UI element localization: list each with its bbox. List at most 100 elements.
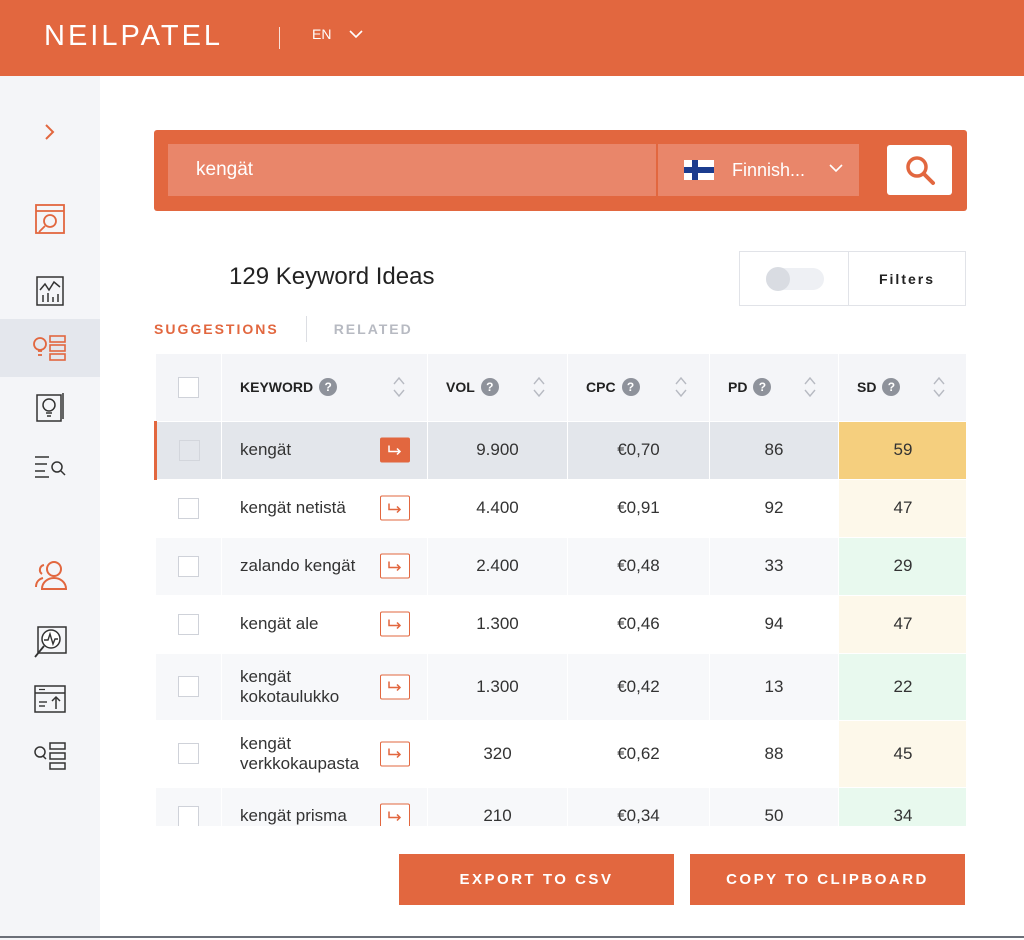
keyword-text[interactable]: kengät verkkokaupasta xyxy=(240,733,360,773)
sort-icon[interactable] xyxy=(933,376,945,398)
table-row[interactable]: kengät kokotaulukko 1.300 €0,42 13 22 xyxy=(155,653,966,721)
keyword-ideas-count: 129 Keyword Ideas xyxy=(229,263,435,290)
cpc-cell: €0,62 xyxy=(567,720,710,788)
vol-cell: 210 xyxy=(427,787,568,826)
sort-icon[interactable] xyxy=(533,376,545,398)
tab-related[interactable]: RELATED xyxy=(333,321,413,337)
table-row[interactable]: zalando kengät 2.400 €0,48 33 29 xyxy=(155,537,966,596)
keyword-text[interactable]: kengät kokotaulukko xyxy=(240,666,340,706)
keyword-text[interactable]: kengät xyxy=(240,440,292,459)
open-keyword-button[interactable] xyxy=(380,741,410,766)
column-header-pd[interactable]: PD? xyxy=(709,354,839,422)
row-select-cell xyxy=(155,537,222,596)
logo[interactable]: NEILPATEL xyxy=(44,20,224,52)
column-label: SD xyxy=(857,379,877,396)
sidebar-item-rank-tracker[interactable] xyxy=(0,674,100,724)
sidebar-item-site-audit[interactable] xyxy=(0,194,100,244)
keyword-ideas-icon xyxy=(33,335,66,361)
content-ideas-icon xyxy=(36,393,64,422)
sidebar-item-users[interactable] xyxy=(0,550,100,600)
pd-cell: 50 xyxy=(709,787,839,826)
vol-cell: 9.900 xyxy=(427,421,568,480)
row-select-cell xyxy=(155,653,222,721)
sidebar-item-keyword-search[interactable] xyxy=(0,441,100,491)
cpc-cell: €0,42 xyxy=(567,653,710,721)
keyword-text[interactable]: kengät netistä xyxy=(240,498,346,517)
column-header-keyword[interactable]: KEYWORD? xyxy=(221,354,428,422)
seo-analyzer-icon xyxy=(34,626,67,658)
keyword-search-input[interactable]: kengät xyxy=(168,144,656,196)
arrow-right-icon xyxy=(388,681,402,692)
open-keyword-button[interactable] xyxy=(380,611,410,637)
table-row[interactable]: kengät verkkokaupasta 320 €0,62 88 45 xyxy=(155,720,966,788)
sidebar-item-content-ideas[interactable] xyxy=(0,382,100,432)
row-select-cell xyxy=(154,421,222,480)
help-icon[interactable]: ? xyxy=(319,378,338,397)
sidebar-item-list-search[interactable] xyxy=(0,731,100,781)
keyword-cell: kengät xyxy=(221,421,428,480)
copy-clipboard-button[interactable]: COPY TO CLIPBOARD xyxy=(690,854,965,905)
help-icon[interactable]: ? xyxy=(480,378,499,397)
search-button[interactable] xyxy=(887,145,952,195)
table-row[interactable]: kengät prisma 210 €0,34 50 34 xyxy=(155,787,966,826)
open-keyword-button[interactable] xyxy=(380,803,410,826)
row-checkbox[interactable] xyxy=(177,555,199,577)
arrow-right-icon xyxy=(388,561,402,571)
keyword-table[interactable]: KEYWORD? VOL? CPC? PD? SD? xyxy=(154,354,966,826)
export-csv-button[interactable]: EXPORT TO CSV xyxy=(399,854,674,905)
keyword-cell: kengät netistä xyxy=(221,479,428,538)
row-checkbox[interactable] xyxy=(178,439,200,461)
column-label: VOL xyxy=(446,379,475,396)
sidebar-item-seo-analyzer[interactable] xyxy=(0,617,100,667)
arrow-right-icon xyxy=(388,748,402,759)
tab-suggestions[interactable]: SUGGESTIONS xyxy=(154,321,279,337)
open-keyword-button[interactable] xyxy=(380,437,410,463)
table-row[interactable]: kengät ale 1.300 €0,46 94 47 xyxy=(155,595,966,654)
keyword-text[interactable]: zalando kengät xyxy=(240,556,356,575)
vol-cell: 2.400 xyxy=(427,537,568,596)
sidebar-item-keyword-ideas[interactable] xyxy=(0,319,100,377)
sort-icon[interactable] xyxy=(804,376,816,398)
column-header-vol[interactable]: VOL? xyxy=(427,354,568,422)
divider xyxy=(305,316,307,342)
row-checkbox[interactable] xyxy=(177,743,199,764)
filters-button[interactable]: Filters xyxy=(878,270,935,287)
filters-toggle[interactable] xyxy=(766,267,824,291)
search-panel: kengät Finnish... xyxy=(154,130,967,211)
traffic-analyzer-icon xyxy=(36,276,64,306)
help-icon[interactable]: ? xyxy=(882,378,901,397)
sidebar-item-traffic-analyzer[interactable] xyxy=(0,266,100,316)
sort-icon[interactable] xyxy=(393,376,405,398)
sidebar-expand-button[interactable] xyxy=(0,107,100,157)
sort-icon[interactable] xyxy=(675,376,687,398)
table-row[interactable]: kengät 9.900 €0,70 86 59 xyxy=(154,421,966,480)
keyword-cell: zalando kengät xyxy=(221,537,428,596)
help-icon[interactable]: ? xyxy=(753,378,772,397)
open-keyword-button[interactable] xyxy=(380,674,410,699)
site-audit-icon xyxy=(35,204,65,234)
sd-cell: 45 xyxy=(838,720,966,788)
column-header-sd[interactable]: SD? xyxy=(838,354,966,422)
users-icon xyxy=(35,561,68,590)
column-header-cpc[interactable]: CPC? xyxy=(567,354,710,422)
select-all-checkbox[interactable] xyxy=(177,376,199,398)
row-checkbox[interactable] xyxy=(177,676,199,697)
open-keyword-button[interactable] xyxy=(380,553,410,579)
top-bar: NEILPATEL EN xyxy=(0,0,1024,76)
column-label: PD xyxy=(728,379,748,396)
location-language-select[interactable]: Finnish... xyxy=(658,144,859,196)
keyword-text[interactable]: kengät prisma xyxy=(240,806,347,825)
cpc-cell: €0,46 xyxy=(567,595,710,654)
row-checkbox[interactable] xyxy=(177,613,199,635)
row-checkbox[interactable] xyxy=(177,497,199,519)
help-icon[interactable]: ? xyxy=(621,378,640,397)
open-keyword-button[interactable] xyxy=(380,495,410,521)
keyword-cell: kengät ale xyxy=(221,595,428,654)
row-checkbox[interactable] xyxy=(177,805,199,826)
table-row[interactable]: kengät netistä 4.400 €0,91 92 47 xyxy=(155,479,966,538)
divider xyxy=(279,27,280,49)
rank-tracker-icon xyxy=(34,685,66,713)
language-selector[interactable]: EN xyxy=(312,26,364,42)
table-header-row: KEYWORD? VOL? CPC? PD? SD? xyxy=(155,354,966,422)
keyword-text[interactable]: kengät ale xyxy=(240,614,319,633)
